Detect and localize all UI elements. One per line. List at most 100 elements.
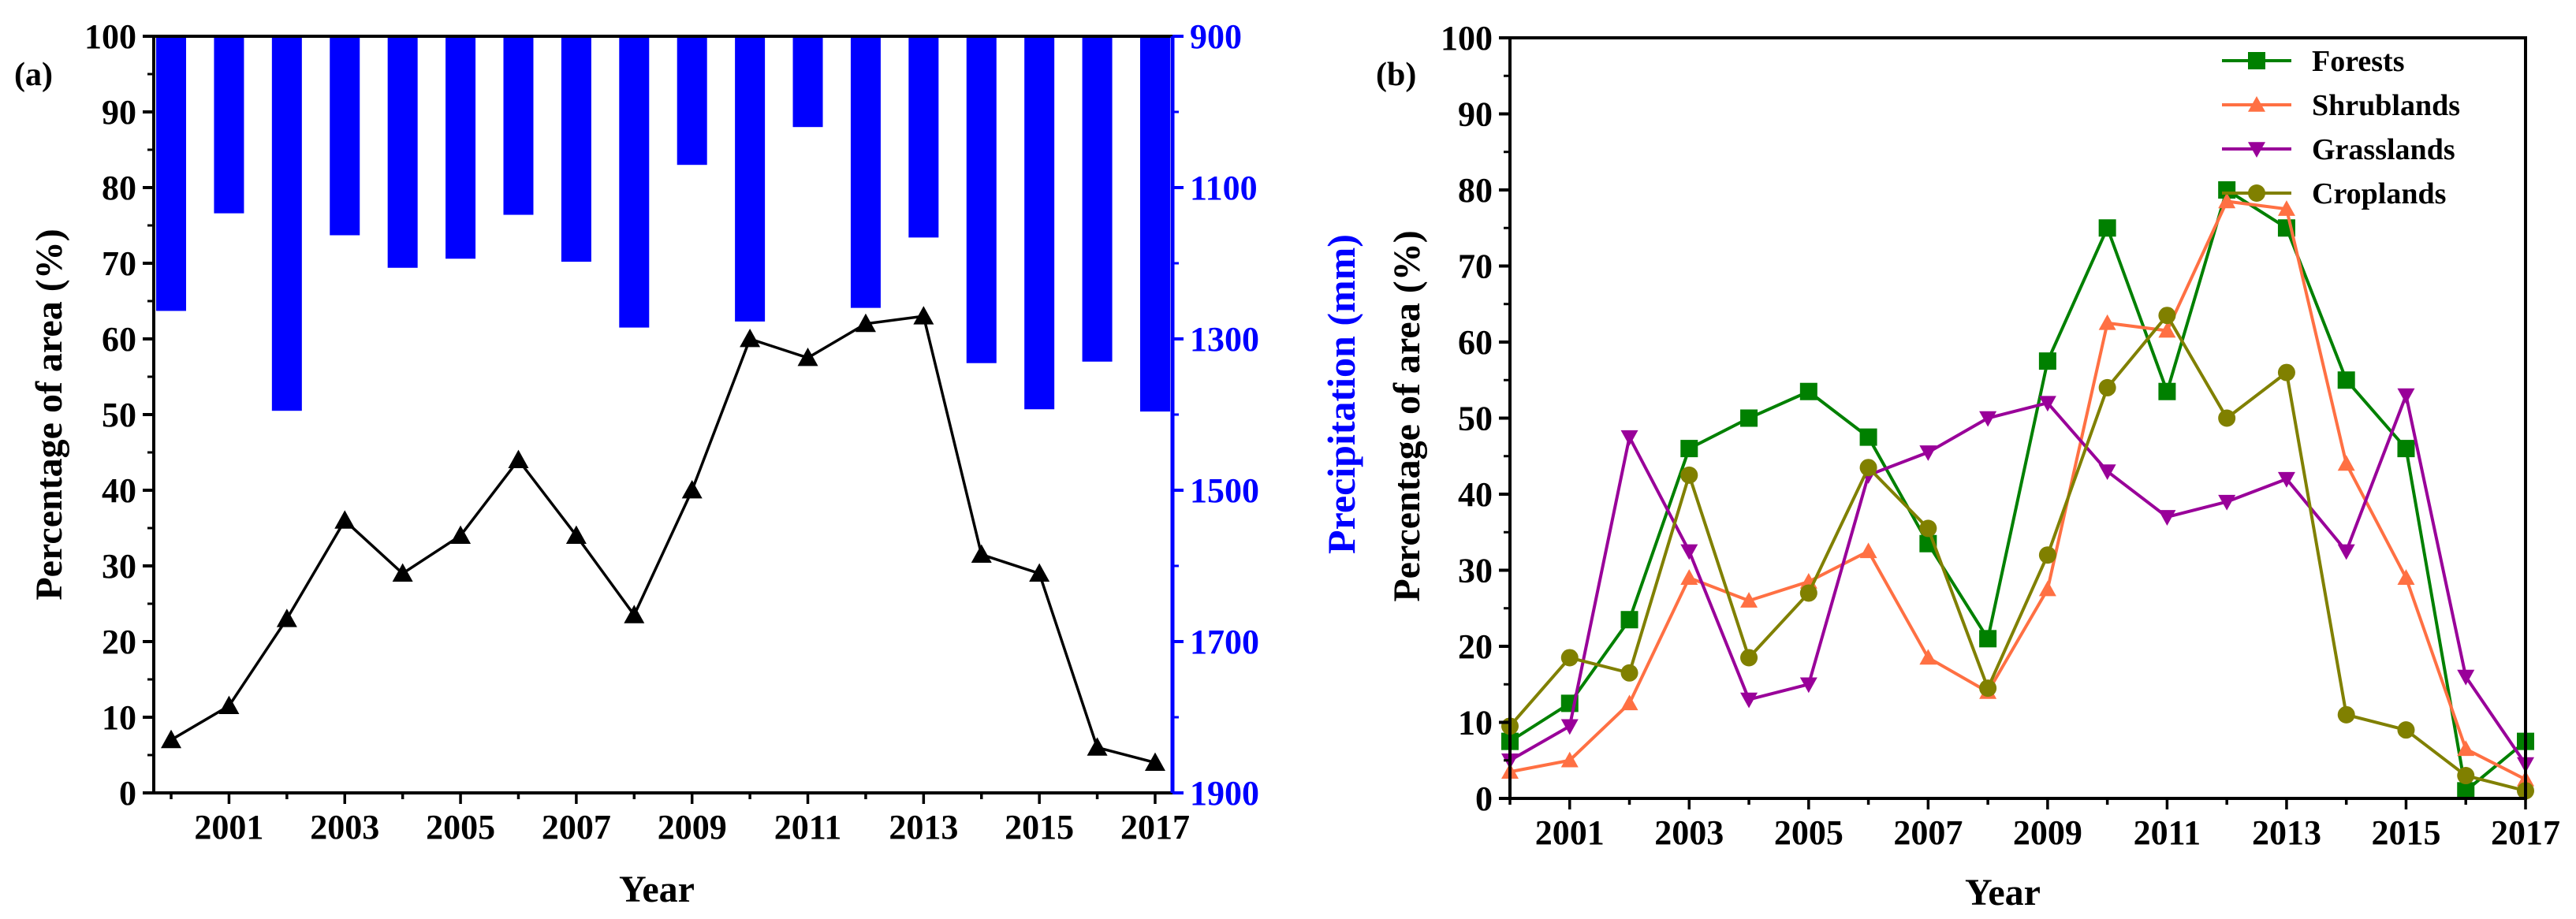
area-percentage-series [161,306,1165,771]
panel-a-x-tick-label: 2015 [1005,808,1074,846]
forests-line [1508,187,2527,794]
precipitation-bar [966,36,997,363]
grasslands-point [1799,677,1817,694]
panel-a-y-tick-label: 30 [102,547,136,586]
forests-point [1680,440,1698,458]
area-percentage-point [1029,563,1050,582]
panel-b-x-axis-title: Year [1965,872,2041,913]
panel-b-y-tick-label: 100 [1441,19,1493,58]
area-percentage-point [1144,752,1165,771]
panel-a-y-tick-label: 80 [102,169,136,207]
grasslands-point [2337,544,2355,560]
panel-a-x-tick-label: 2011 [774,808,842,846]
precipitation-bar [387,36,418,268]
shrublands-point [1859,542,1877,559]
area-percentage-point [334,510,356,529]
grasslands-point [2158,510,2176,526]
area-percentage-point [624,605,645,623]
forests-point [1799,382,1817,400]
panel-a-y-tick-label: 100 [84,17,136,56]
panel-a-x-tick-label: 2009 [658,808,727,846]
panel-b-y-tick-label: 90 [1458,95,1493,134]
croplands-point [2397,721,2415,739]
forests-point [2397,440,2415,458]
panel-b-x-tick-label: 2001 [1535,813,1605,852]
shrublands-point [1680,569,1698,585]
shrublands-point [2038,580,2056,597]
panel-a-right-tick-label: 1700 [1190,623,1259,661]
forests-point [2038,352,2056,370]
panel-b-y-tick-label: 30 [1458,552,1493,590]
grasslands-point [1919,445,1937,461]
forests-point [1620,611,1638,629]
panel-b-y-tick-label: 60 [1458,323,1493,362]
panel-a-x-tick-label: 2003 [310,808,379,846]
legend-forests-label: Forests [2312,45,2405,78]
panel-b-y-tick-label: 80 [1458,171,1493,210]
shrublands-point [2397,569,2415,585]
shrublands-point [1740,592,1758,608]
forests-point [2098,219,2116,237]
legend-grasslands-marker [2248,142,2265,158]
forests-point [2457,782,2475,800]
area-percentage-point [565,525,587,544]
precipitation-bar [908,36,939,238]
panel-a-x-axis-title: Year [619,869,695,910]
area-percentage-point [855,313,876,333]
forests-point [1859,428,1877,446]
land-cover-series [1501,181,2534,800]
precipitation-bars [156,36,1170,412]
shrublands-point [2218,192,2236,209]
precipitation-bar [1024,36,1055,410]
legend-grasslands-label: Grasslands [2312,133,2455,166]
croplands-point [1740,649,1758,667]
panel-a-right-tick-label: 1100 [1190,169,1258,207]
croplands-point [1859,459,1877,477]
croplands-point [1560,649,1579,667]
panel-a-x-tick-label: 2007 [542,808,611,846]
panel-a-x-tick-label: 2005 [426,808,495,846]
forests-point [1740,409,1758,427]
precipitation-bar [792,36,823,128]
croplands-point [2218,409,2236,427]
legend-croplands-label: Croplands [2312,177,2446,210]
area-percentage-point [450,525,472,544]
grasslands-point [2218,494,2236,511]
precipitation-bar [156,36,187,311]
croplands-point [2457,767,2475,785]
area-percentage-point [161,729,182,749]
precipitation-bar [445,36,476,259]
precipitation-bar [850,36,881,308]
panel-b-y-tick-label: 20 [1458,627,1493,666]
panel-b-x-tick-label: 2005 [1774,813,1843,852]
panel-b-x-tick-label: 2017 [2491,813,2560,852]
area-percentage-point [276,608,297,627]
panel-a-right-tick-label: 1500 [1190,471,1259,510]
area-percentage-point [913,306,934,325]
grasslands-point [1680,544,1698,560]
panel-b-x-tick-label: 2013 [2252,813,2321,852]
shrublands-point [1620,694,1638,711]
area-percentage-point [681,480,703,499]
area-percentage-point [218,695,240,714]
panel-a-y-tick-label: 0 [119,774,136,813]
panel-a-frame [152,35,1174,794]
legend-forests-marker [2248,52,2265,69]
croplands-point [2277,363,2295,381]
precipitation-bar [271,36,302,411]
croplands-point [1979,679,1997,698]
croplands-point [2038,546,2056,564]
shrublands-point [2158,322,2176,338]
panel-a-right-tick-label: 900 [1190,17,1242,56]
panel-a-x-tick-label: 2017 [1120,808,1190,846]
panel-b-x-tick-label: 2003 [1654,813,1724,852]
precipitation-bar [1082,36,1113,362]
panel-a-right-axis-title: Precipitation (mm) [1319,234,1363,554]
area-percentage-point [740,329,761,348]
area-percentage-line [170,314,1156,765]
legend: Forests Shrublands Grasslands Croplands [2222,45,2460,210]
panel-b-label: (b) [1376,57,1416,93]
shrublands-point [2098,314,2116,330]
panel-b-axes: 0 10 20 30 40 50 60 70 80 90 100 2001 2003 2005 2007 20… [1441,19,2560,852]
precipitation-bar [1139,36,1170,412]
